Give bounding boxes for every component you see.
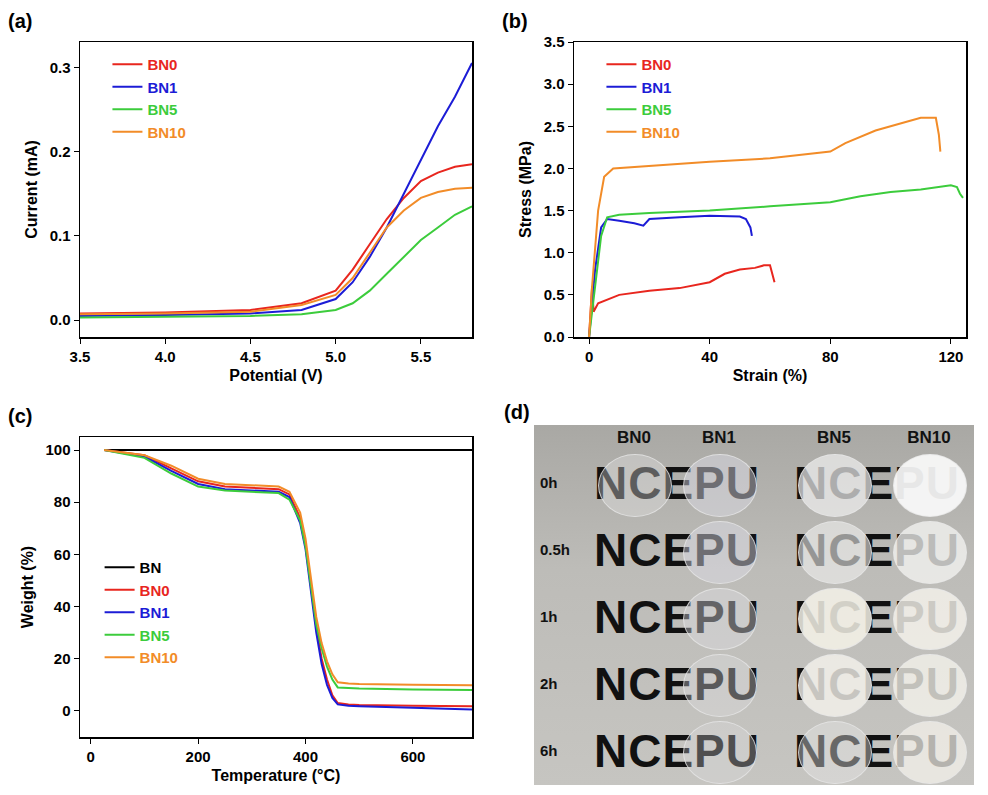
html-text:NCEPU: NCEPU [594, 524, 760, 577]
svg-text:BN1: BN1 [641, 79, 671, 96]
svg-text:20: 20 [54, 650, 71, 667]
svg-text:40: 40 [54, 598, 71, 615]
html-text:BN0: BN0 [617, 428, 651, 447]
svg-text:(b): (b) [502, 10, 528, 32]
html-text:1h: 1h [540, 608, 558, 625]
svg-text:0: 0 [585, 348, 593, 365]
svg-text:5.5: 5.5 [410, 348, 431, 365]
svg-text:Strain (%): Strain (%) [733, 367, 808, 384]
svg-text:1.0: 1.0 [544, 244, 565, 261]
svg-text:BN1: BN1 [147, 79, 177, 96]
svg-text:Weight (%): Weight (%) [19, 546, 36, 628]
svg-text:(a): (a) [8, 10, 32, 32]
svg-text:80: 80 [822, 348, 839, 365]
svg-text:0: 0 [87, 748, 95, 765]
html-text:BN10: BN10 [907, 428, 951, 447]
html-text:NCEPU: NCEPU [794, 591, 960, 643]
svg-text:BN5: BN5 [147, 101, 177, 118]
svg-text:BN: BN [140, 559, 162, 576]
svg-text:0: 0 [62, 702, 70, 719]
svg-text:BN1: BN1 [140, 604, 170, 621]
svg-text:0.3: 0.3 [50, 59, 71, 76]
html-text:2h: 2h [540, 674, 558, 692]
svg-text:2.0: 2.0 [544, 160, 565, 177]
svg-text:3.0: 3.0 [544, 75, 565, 92]
svg-text:BN0: BN0 [147, 56, 177, 73]
html-text:NCEPU: NCEPU [794, 524, 960, 577]
svg-text:100: 100 [45, 441, 70, 458]
svg-text:Potential (V): Potential (V) [229, 367, 322, 384]
svg-text:80: 80 [54, 493, 71, 510]
svg-text:BN0: BN0 [641, 56, 671, 73]
svg-text:600: 600 [400, 748, 425, 765]
html-text:6h: 6h [540, 741, 558, 759]
svg-text:BN5: BN5 [140, 627, 170, 644]
svg-text:BN10: BN10 [147, 124, 185, 141]
svg-text:0.0: 0.0 [50, 311, 71, 328]
svg-text:0.5: 0.5 [544, 286, 565, 303]
html-text:NCEPU: NCEPU [594, 724, 760, 777]
svg-text:3.5: 3.5 [70, 348, 91, 365]
svg-text:2.5: 2.5 [544, 118, 565, 135]
svg-text:Stress (MPa): Stress (MPa) [517, 141, 534, 238]
html-text:(d): (d) [504, 401, 530, 423]
svg-text:1.5: 1.5 [544, 202, 565, 219]
svg-text:200: 200 [186, 748, 211, 765]
svg-text:(c): (c) [8, 405, 32, 427]
html-text:NCEPU: NCEPU [594, 591, 760, 643]
svg-text:0.2: 0.2 [50, 143, 71, 160]
svg-text:60: 60 [54, 546, 71, 563]
svg-text:Temperature (°C): Temperature (°C) [212, 767, 341, 784]
svg-text:3.5: 3.5 [544, 33, 565, 50]
svg-text:BN0: BN0 [140, 582, 170, 599]
html-text:NCEPU: NCEPU [794, 657, 960, 710]
html-text:NCEPU: NCEPU [594, 657, 760, 710]
html-text:0.5h: 0.5h [540, 541, 570, 559]
svg-text:0.1: 0.1 [50, 227, 71, 244]
svg-text:4.5: 4.5 [240, 348, 261, 365]
svg-text:5.0: 5.0 [325, 348, 346, 365]
svg-text:BN10: BN10 [641, 124, 679, 141]
svg-text:Current (mA): Current (mA) [23, 140, 40, 239]
svg-text:400: 400 [293, 748, 318, 765]
svg-text:0.0: 0.0 [544, 328, 565, 345]
svg-text:4.0: 4.0 [155, 348, 176, 365]
html-text:NCEPU: NCEPU [594, 457, 760, 510]
html-text:BN5: BN5 [817, 428, 851, 447]
html-text:BN1: BN1 [702, 428, 736, 447]
svg-text:40: 40 [701, 348, 718, 365]
html-text:NCEPU: NCEPU [794, 457, 960, 510]
html-text:NCEPU: NCEPU [794, 724, 960, 777]
svg-text:BN5: BN5 [641, 101, 671, 118]
svg-text:120: 120 [938, 348, 963, 365]
html-text:0h: 0h [540, 474, 558, 492]
svg-text:BN10: BN10 [140, 649, 178, 666]
